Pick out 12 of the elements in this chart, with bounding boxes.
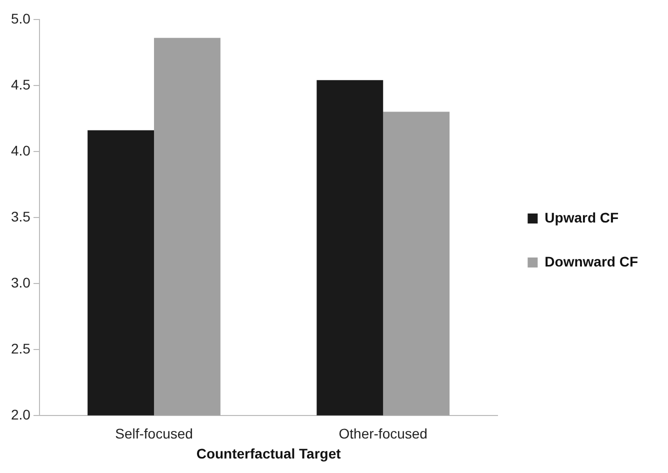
y-tick-label: 4.5: [10, 76, 31, 92]
y-tick-label: 3.5: [10, 208, 31, 224]
y-tick-label: 5.0: [10, 10, 31, 26]
x-tick-label: Self-focused: [115, 426, 193, 442]
legend-label: Downward CF: [544, 253, 638, 270]
y-tick-label: 2.5: [10, 340, 31, 356]
y-tick-label: 3.0: [10, 274, 31, 290]
y-tick-label: 4.0: [10, 142, 31, 158]
legend-label: Upward CF: [544, 209, 620, 226]
y-tick-label: 2.0: [10, 406, 31, 422]
x-axis-title: Counterfactual Target: [196, 445, 342, 462]
x-tick-label: Other-focused: [338, 426, 428, 442]
